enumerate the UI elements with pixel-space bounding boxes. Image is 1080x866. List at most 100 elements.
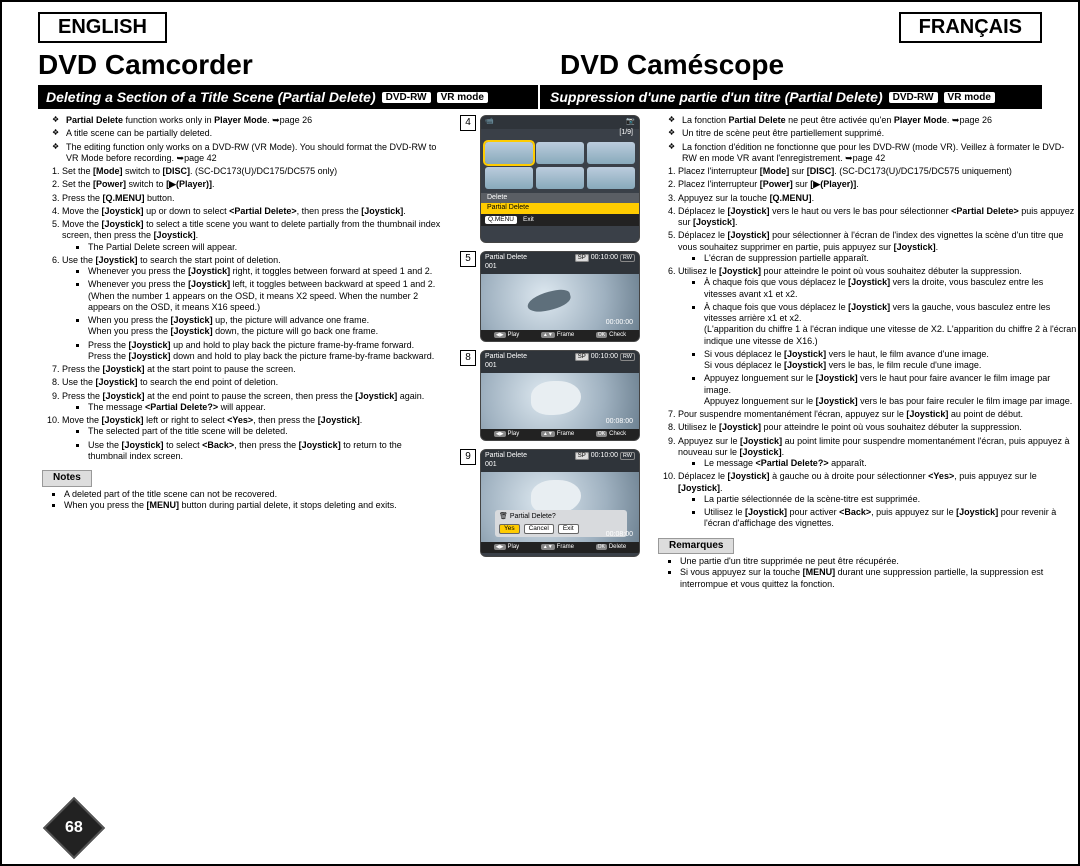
en-steps: Set the [Mode] switch to [DISC]. (SC-DC1… [42, 166, 442, 462]
photo-icon: 📷 [626, 118, 635, 127]
en-sub-item: Press the [Joystick] up and hold to play… [88, 340, 442, 363]
fr-steps: Placez l'interrupteur [Mode] sur [DISC].… [658, 166, 1078, 530]
video-icon: 📹 [485, 118, 494, 127]
fr-step-text: Utilisez le [Joystick] pour atteindre le… [678, 266, 1022, 276]
screen-4: 📹 📷 [1/9] Delete Partial Delet [480, 115, 640, 243]
screen-5-wrap: 5 Partial Delete001 SP 00:10:00 RW 00:00… [460, 251, 640, 342]
video-preview: 00:08:00 [481, 373, 639, 429]
screen-9-wrap: 9 Partial Delete001 SP 00:10:00 RW 🗑 Par… [460, 449, 640, 557]
thumbnail [536, 167, 584, 189]
exit-button: Exit [558, 524, 579, 534]
exit-label: Exit [523, 216, 534, 224]
fr-step: Déplacez le [Joystick] vers le haut ou v… [678, 206, 1078, 229]
fr-step: Utilisez le [Joystick] pour atteindre le… [678, 422, 1078, 433]
en-step: Press the [Joystick] at the end point to… [62, 391, 442, 414]
page-number: 68 [65, 819, 83, 837]
en-sub: The selected part of the title scene wil… [62, 426, 442, 462]
current-time: 00:00:00 [606, 319, 633, 328]
rw-badge: RW [620, 452, 635, 460]
fr-note: Une partie d'un titre supprimée ne peut … [680, 556, 1078, 567]
pd-title: Partial Delete [485, 254, 527, 261]
screen-4-header: 📹 📷 [481, 116, 639, 129]
cancel-button: Cancel [524, 524, 554, 534]
en-step: Move the [Joystick] up or down to select… [62, 206, 442, 217]
fr-sub-item: À chaque fois que vous déplacez le [Joys… [704, 277, 1078, 300]
en-step-text: Move the [Joystick] to select a title sc… [62, 219, 440, 240]
title-fr: DVD Caméscope [520, 49, 1042, 81]
fr-bullet: Un titre de scène peut être partiellemen… [672, 128, 1078, 139]
en-step: Set the [Mode] switch to [DISC]. (SC-DC1… [62, 166, 442, 177]
qmenu-strip: Delete Partial Delete [481, 193, 639, 215]
video-preview: 00:00:00 [481, 274, 639, 330]
screen-9-header: Partial Delete001 SP 00:10:00 RW [481, 450, 639, 472]
en-step: Press the [Joystick] at the start point … [62, 364, 442, 375]
en-step: Move the [Joystick] to select a title sc… [62, 219, 442, 253]
title-row: DVD Camcorder DVD Caméscope [2, 43, 1078, 83]
section-en-text: Deleting a Section of a Title Scene (Par… [46, 89, 376, 105]
title-en: DVD Camcorder [38, 49, 520, 81]
en-bullet: Partial Delete function works only in Pl… [56, 115, 442, 126]
clip-num: 001 [485, 461, 497, 468]
en-bullet: The editing function only works on a DVD… [56, 142, 442, 165]
page-number-badge: 68 [43, 797, 105, 859]
screen-9: Partial Delete001 SP 00:10:00 RW 🗑 Parti… [480, 449, 640, 557]
thumbnail-grid [481, 138, 639, 193]
section-en: Deleting a Section of a Title Scene (Par… [38, 85, 540, 109]
pd-title: Partial Delete [485, 353, 527, 360]
en-sub-item: Use the [Joystick] to select <Back>, the… [88, 440, 442, 463]
frame-control: ▲▼Frame [541, 544, 574, 552]
section-bar: Deleting a Section of a Title Scene (Par… [38, 85, 1042, 109]
screen-5: Partial Delete001 SP 00:10:00 RW 00:00:0… [480, 251, 640, 342]
step-callout-8: 8 [460, 350, 476, 366]
fr-sub-item: Appuyez longuement sur le [Joystick] ver… [704, 373, 1078, 407]
play-control: ◀▶Play [494, 431, 519, 439]
yes-button: Yes [499, 524, 520, 534]
fr-step: Utilisez le [Joystick] pour atteindre le… [678, 266, 1078, 407]
en-sub-item: The message <Partial Delete?> will appea… [88, 402, 442, 413]
bird-graphic [531, 381, 581, 415]
fr-step-text: Appuyez sur le [Joystick] au point limit… [678, 436, 1069, 457]
thumbnail [536, 142, 584, 164]
screen-5-header: Partial Delete001 SP 00:10:00 RW [481, 252, 639, 274]
en-sub: The message <Partial Delete?> will appea… [62, 402, 442, 413]
qmenu-label: Q.MENU [485, 216, 517, 224]
fr-sub-item: À chaque fois que vous déplacez le [Joys… [704, 302, 1078, 347]
lang-francais: FRANÇAIS [899, 12, 1042, 43]
en-sub: The Partial Delete screen will appear. [62, 242, 442, 253]
control-row: ◀▶Play ▲▼Frame OKDelete [481, 542, 639, 554]
fr-notes-header: Remarques [658, 538, 734, 555]
total-time: 00:10:00 [591, 452, 618, 459]
fr-bullet: La fonction Partial Delete ne peut être … [672, 115, 1078, 126]
fr-note: Si vous appuyez sur la touche [MENU] dur… [680, 567, 1078, 590]
en-sub-item: Whenever you press the [Joystick] left, … [88, 279, 442, 313]
page-counter: [1/9] [481, 129, 639, 138]
video-preview: 🗑 Partial Delete? Yes Cancel Exit 00:08:… [481, 472, 639, 542]
en-note: A deleted part of the title scene can no… [64, 489, 442, 500]
play-control: ◀▶Play [494, 332, 519, 340]
en-step: Use the [Joystick] to search the end poi… [62, 377, 442, 388]
ok-control: OKCheck [596, 431, 626, 439]
fr-sub-item: La partie sélectionnée de la scène-titre… [704, 494, 1078, 505]
dolphin-graphic [525, 286, 572, 314]
control-row: ◀▶Play ▲▼Frame OKCheck [481, 429, 639, 441]
fr-step: Déplacez le [Joystick] à gauche ou à dro… [678, 471, 1078, 529]
menu-delete: Delete [481, 193, 639, 204]
screen-8: Partial Delete001 SP 00:10:00 RW 00:08:0… [480, 350, 640, 441]
step-callout-9: 9 [460, 449, 476, 465]
fr-intro-bullets: La fonction Partial Delete ne peut être … [658, 115, 1078, 164]
sp-badge: SP [575, 452, 589, 460]
en-intro-bullets: Partial Delete function works only in Pl… [42, 115, 442, 164]
fr-sub-item: Si vous déplacez le [Joystick] vers le h… [704, 349, 1078, 372]
en-sub: Whenever you press the [Joystick] right,… [62, 266, 442, 362]
screen-4-wrap: 4 📹 📷 [1/9] [460, 115, 640, 243]
en-sub-item: The selected part of the title scene wil… [88, 426, 442, 437]
fr-step-text: Déplacez le [Joystick] pour sélectionner… [678, 230, 1063, 251]
frame-control: ▲▼Frame [541, 431, 574, 439]
fr-step: Déplacez le [Joystick] pour sélectionner… [678, 230, 1078, 264]
fr-step: Appuyez sur la touche [Q.MENU]. [678, 193, 1078, 204]
dvd-rw-badge-fr: DVD-RW [889, 92, 938, 103]
fr-step: Placez l'interrupteur [Power] sur [▶(Pla… [678, 179, 1078, 190]
en-step-text: Use the [Joystick] to search the start p… [62, 255, 281, 265]
section-fr-text: Suppression d'une partie d'un titre (Par… [550, 89, 883, 105]
en-notes: A deleted part of the title scene can no… [42, 489, 442, 512]
